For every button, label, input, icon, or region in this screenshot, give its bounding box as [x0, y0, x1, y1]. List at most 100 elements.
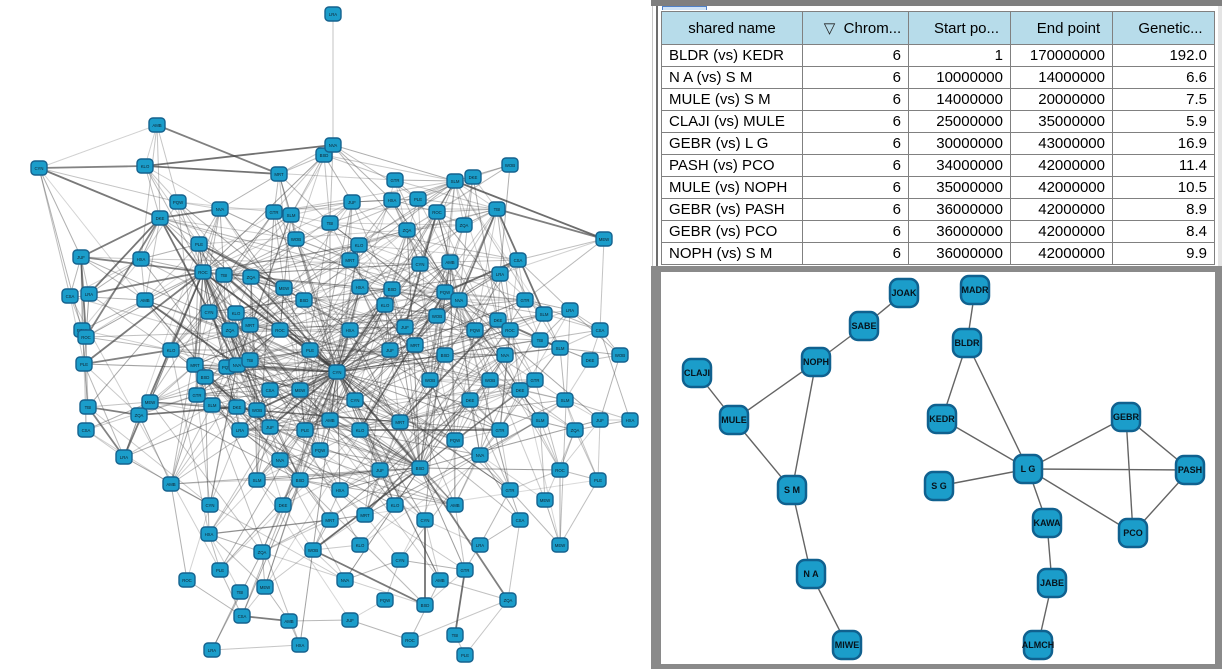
svg-text:BLDR: BLDR	[955, 338, 980, 348]
svg-text:PLE: PLE	[301, 428, 309, 433]
svg-text:WOB: WOB	[485, 378, 495, 383]
svg-text:GTR: GTR	[505, 488, 514, 493]
svg-text:KLO: KLO	[381, 303, 390, 308]
svg-text:MRT: MRT	[395, 420, 405, 425]
svg-text:CSA: CSA	[514, 258, 523, 263]
svg-text:BSD: BSD	[320, 153, 329, 158]
svg-text:DKE: DKE	[156, 216, 165, 221]
svg-text:DKE: DKE	[494, 318, 503, 323]
svg-text:CYN: CYN	[332, 370, 341, 375]
svg-text:PLE: PLE	[414, 197, 422, 202]
svg-text:PCO: PCO	[1123, 528, 1143, 538]
svg-text:MRT: MRT	[325, 518, 335, 523]
svg-text:ZQA: ZQA	[226, 328, 235, 333]
svg-text:PASH: PASH	[1178, 465, 1202, 475]
svg-text:JUF: JUF	[386, 348, 394, 353]
svg-text:ZQA: ZQA	[258, 550, 267, 555]
svg-text:SLM: SLM	[556, 346, 565, 351]
svg-text:JUF: JUF	[266, 425, 274, 430]
svg-text:JUF: JUF	[376, 468, 384, 473]
svg-text:GTR: GTR	[269, 210, 278, 215]
svg-text:JUF: JUF	[596, 418, 604, 423]
svg-text:S M: S M	[784, 485, 800, 495]
svg-text:JUF: JUF	[348, 200, 356, 205]
svg-text:DKE: DKE	[279, 503, 288, 508]
svg-text:WOB: WOB	[432, 314, 442, 319]
svg-text:PQW: PQW	[173, 200, 184, 205]
svg-text:ROC: ROC	[275, 328, 285, 333]
svg-text:AMB: AMB	[445, 260, 454, 265]
svg-text:HXA: HXA	[296, 643, 305, 648]
svg-text:SLM: SLM	[561, 398, 570, 403]
svg-text:SLM: SLM	[287, 213, 296, 218]
svg-text:PQW: PQW	[222, 365, 233, 370]
svg-text:MULE: MULE	[721, 415, 747, 425]
svg-text:NVA: NVA	[329, 143, 338, 148]
svg-text:AMB: AMB	[140, 298, 149, 303]
svg-text:MEW: MEW	[295, 388, 306, 393]
svg-text:ALMCH: ALMCH	[1022, 640, 1055, 650]
svg-text:KAWA: KAWA	[1034, 518, 1062, 528]
svg-text:ZQA: ZQA	[403, 228, 412, 233]
svg-text:BSD: BSD	[388, 287, 397, 292]
svg-text:S G: S G	[931, 481, 947, 491]
svg-text:LRA: LRA	[476, 543, 484, 548]
svg-text:BSD: BSD	[296, 478, 305, 483]
svg-text:KLO: KLO	[356, 428, 365, 433]
svg-text:MRT: MRT	[360, 513, 370, 518]
svg-text:JABE: JABE	[1040, 578, 1064, 588]
svg-text:CYN: CYN	[34, 166, 43, 171]
svg-text:MEW: MEW	[555, 543, 566, 548]
svg-text:ROC: ROC	[182, 578, 192, 583]
svg-text:GTR: GTR	[192, 393, 201, 398]
svg-text:CYN: CYN	[204, 310, 213, 315]
svg-text:MEW: MEW	[145, 400, 156, 405]
svg-text:CLAJI: CLAJI	[684, 368, 710, 378]
svg-text:PLE: PLE	[80, 362, 88, 367]
svg-text:MEW: MEW	[599, 237, 610, 242]
svg-text:LRA: LRA	[85, 292, 93, 297]
svg-text:MRT: MRT	[245, 323, 255, 328]
svg-text:CYN: CYN	[350, 398, 359, 403]
svg-text:KLO: KLO	[355, 243, 364, 248]
svg-text:JUF: JUF	[77, 255, 85, 260]
svg-text:ROC: ROC	[198, 270, 208, 275]
svg-text:ROC: ROC	[405, 638, 415, 643]
svg-text:BSD: BSD	[201, 375, 210, 380]
svg-text:BSD: BSD	[421, 603, 430, 608]
svg-text:SLM: SLM	[208, 403, 217, 408]
svg-text:PQW: PQW	[315, 448, 326, 453]
svg-text:TBI: TBI	[237, 590, 244, 595]
svg-text:HXA: HXA	[137, 257, 146, 262]
svg-text:TBI: TBI	[221, 273, 228, 278]
svg-text:MEW: MEW	[540, 498, 551, 503]
svg-text:LRA: LRA	[496, 272, 504, 277]
svg-text:LRA: LRA	[236, 428, 244, 433]
svg-text:WOB: WOB	[615, 353, 625, 358]
svg-text:JUF: JUF	[346, 618, 354, 623]
svg-text:MADR: MADR	[962, 285, 989, 295]
svg-text:L G: L G	[1021, 464, 1036, 474]
svg-text:AMB: AMB	[152, 123, 161, 128]
svg-text:CYN: CYN	[205, 503, 214, 508]
svg-text:HXA: HXA	[626, 418, 635, 423]
svg-text:PQW: PQW	[440, 290, 451, 295]
svg-text:ZQA: ZQA	[571, 428, 580, 433]
svg-text:NVA: NVA	[216, 207, 225, 212]
svg-text:AMB: AMB	[284, 619, 293, 624]
svg-text:GTR: GTR	[495, 428, 504, 433]
svg-text:WOB: WOB	[505, 163, 515, 168]
svg-text:NOPH: NOPH	[803, 357, 829, 367]
svg-text:CSA: CSA	[516, 518, 525, 523]
svg-text:CYN: CYN	[395, 558, 404, 563]
svg-text:KLO: KLO	[356, 543, 365, 548]
svg-text:HXA: HXA	[336, 488, 345, 493]
svg-text:MIWE: MIWE	[835, 640, 860, 650]
svg-text:DKE: DKE	[469, 175, 478, 180]
svg-text:DKE: DKE	[233, 405, 242, 410]
svg-text:ZQA: ZQA	[460, 223, 469, 228]
svg-text:KEDR: KEDR	[929, 414, 955, 424]
svg-text:TBI: TBI	[85, 405, 92, 410]
svg-text:GTR: GTR	[530, 378, 539, 383]
svg-text:HXA: HXA	[205, 532, 214, 537]
